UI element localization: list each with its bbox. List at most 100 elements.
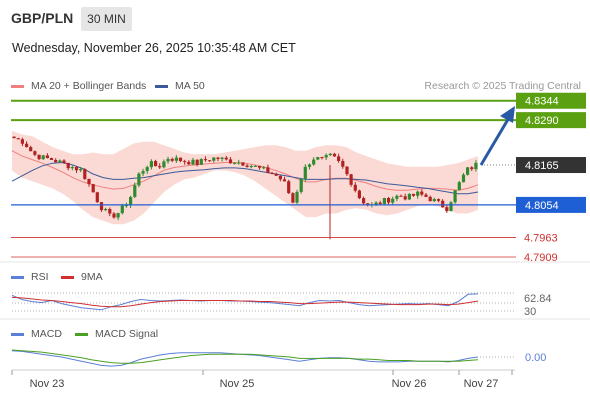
level-badge-r1 <box>516 112 586 129</box>
rsi-ma-label: 9MA <box>81 271 103 283</box>
rsi-line <box>11 293 479 311</box>
candle-body <box>178 157 183 162</box>
x-tick-label: Nov 23 <box>30 378 65 390</box>
candle-body <box>166 158 170 162</box>
research-credit: Research © 2025 Trading Central <box>424 80 581 92</box>
candle-body <box>212 157 216 161</box>
ma20-swatch <box>11 84 24 88</box>
x-tick-label: Nov 25 <box>220 378 255 390</box>
candle-body <box>79 169 83 171</box>
rsi-swatch <box>11 275 24 279</box>
candle-body <box>262 167 266 169</box>
candle-body <box>391 198 395 203</box>
rsi-low-label: 30 <box>524 306 536 318</box>
candle-body <box>449 202 453 212</box>
candle-body <box>466 167 470 175</box>
candle-body <box>403 196 407 200</box>
candle-body <box>58 160 62 163</box>
level-label-r2: 4.8344 <box>525 96 559 108</box>
candle-body <box>278 175 282 180</box>
candle-body <box>149 161 153 168</box>
candle-body <box>162 161 166 168</box>
candle-body <box>436 199 441 201</box>
x-tick-label: Nov 26 <box>392 378 427 390</box>
candle-body <box>95 192 99 203</box>
candle-body <box>295 191 299 203</box>
candle-body <box>137 173 141 186</box>
candle-body <box>441 200 445 208</box>
candle-body <box>224 157 228 160</box>
candle-body <box>416 191 420 196</box>
candle-body <box>16 138 20 140</box>
candle-body <box>374 202 378 205</box>
candle-body <box>62 160 66 163</box>
candle-body <box>266 167 270 173</box>
level-label-r1: 4.8290 <box>525 115 559 127</box>
candle-body <box>424 194 428 197</box>
candle-body <box>287 181 291 194</box>
rsi-label: RSI <box>31 271 49 283</box>
candle-body <box>20 139 24 144</box>
ma50-swatch <box>155 84 168 88</box>
candle-body <box>228 159 233 164</box>
macd-signal-label: MACD Signal <box>95 328 159 340</box>
candle-body <box>320 157 324 159</box>
candle-body <box>241 162 245 166</box>
candle-body <box>253 165 257 167</box>
candle-body <box>420 191 424 195</box>
candle-body <box>104 209 108 211</box>
candle-body <box>41 155 45 160</box>
candle-body <box>83 169 87 179</box>
candle-body <box>37 154 41 160</box>
candle-body <box>216 157 220 159</box>
candle-body <box>170 158 174 161</box>
price-pane: 4.8344 4.8290 4.8054 4.7963 4.7909 4.8165 <box>11 92 586 264</box>
candle-body <box>154 161 158 167</box>
rsi-pane: 62.84 30 <box>11 292 552 318</box>
x-tick-label: Nov 27 <box>464 378 499 390</box>
candle-body <box>133 185 137 197</box>
candle-body <box>457 182 461 191</box>
candle-body <box>282 179 287 182</box>
trend-arrow-shaft <box>479 115 512 166</box>
rsi-value-label: 62.84 <box>524 293 552 305</box>
candle-body <box>54 160 58 163</box>
candle-body <box>362 198 366 204</box>
candle-body <box>237 162 241 164</box>
candles <box>12 136 478 240</box>
candle-body <box>33 151 37 155</box>
candle-body <box>299 178 303 192</box>
candle-body <box>324 155 328 158</box>
candle-body <box>199 159 203 165</box>
candle-body <box>112 213 116 218</box>
ma50-label: MA 50 <box>175 80 205 92</box>
candle-body <box>183 161 187 163</box>
candle-body <box>245 165 249 167</box>
candle-body <box>195 159 199 165</box>
candle-body <box>124 205 128 207</box>
ma20-label: MA 20 + Bollinger Bands <box>31 80 147 92</box>
candle-body <box>395 195 399 199</box>
candle-body <box>45 155 49 158</box>
candle-body <box>353 184 357 191</box>
candle-body <box>407 193 411 200</box>
legend-macd: MACD <box>11 328 62 340</box>
candle-body <box>341 161 345 167</box>
timeframe-badge[interactable]: 30 MIN <box>81 7 132 31</box>
header: GBP/PLN 30 MIN <box>0 0 590 34</box>
symbol-title: GBP/PLN <box>11 10 74 26</box>
candle-body <box>349 174 353 185</box>
candle-body <box>378 202 382 205</box>
candle-body <box>461 174 466 183</box>
candle-body <box>12 136 16 139</box>
rsi-ma-line <box>11 296 479 308</box>
candle-body <box>387 198 391 203</box>
candle-body <box>453 190 457 203</box>
candle-body <box>129 197 133 206</box>
candle-body <box>270 172 274 174</box>
candle-body <box>332 153 337 157</box>
legend-ma20: MA 20 + Bollinger Bands <box>11 80 146 92</box>
candle-body <box>29 147 33 152</box>
candle-body <box>357 190 361 199</box>
